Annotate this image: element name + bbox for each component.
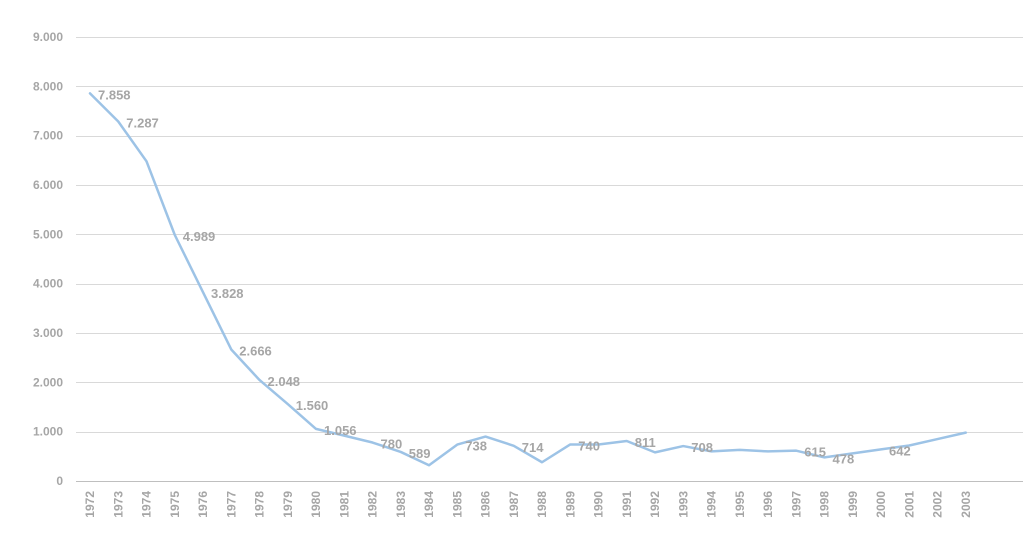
x-tick-label: 1997 [789, 491, 803, 518]
x-tick-label: 1975 [168, 491, 182, 518]
x-tick-label: 2000 [874, 491, 888, 518]
data-label: 740 [578, 438, 600, 453]
y-tick-label: 4.000 [33, 277, 63, 291]
x-tick-label: 1998 [818, 491, 832, 518]
data-label: 2.666 [239, 343, 272, 358]
x-axis-tick-labels: 1972 1973 1974 1975 1976 1977 1978 1979 1980 1981… [83, 491, 973, 518]
x-tick-label: 1995 [733, 491, 747, 518]
data-label: 3.828 [211, 286, 244, 301]
y-tick-label: 2.000 [33, 375, 63, 389]
y-tick-label: 9.000 [33, 30, 63, 44]
x-tick-label: 1983 [394, 491, 408, 518]
data-label: 714 [522, 440, 544, 455]
x-tick-label: 1973 [111, 491, 125, 518]
x-tick-label: 1977 [224, 491, 238, 518]
data-label: 7.858 [98, 87, 131, 102]
x-tick-label: 1974 [140, 491, 154, 518]
y-tick-label: 7.000 [33, 129, 63, 143]
x-tick-label: 1999 [846, 491, 860, 518]
x-tick-label: 1992 [648, 491, 662, 518]
x-tick-label: 1990 [592, 491, 606, 518]
x-tick-label: 2002 [931, 491, 945, 518]
data-label: 1.560 [296, 398, 329, 413]
x-tick-label: 1994 [705, 491, 719, 518]
y-axis-tick-labels: 0 1.000 2.000 3.000 4.000 5.000 6.000 7.000 8.00… [33, 30, 63, 488]
x-tick-label: 1989 [563, 491, 577, 518]
x-tick-label: 1985 [450, 491, 464, 518]
data-label: 478 [833, 451, 855, 466]
x-tick-label: 1986 [479, 491, 493, 518]
data-label: 4.989 [183, 229, 216, 244]
data-labels: 7.858 7.287 4.989 3.828 2.666 2.048 1.560 1.056… [98, 87, 911, 466]
data-label: 811 [635, 435, 656, 450]
x-tick-label: 1987 [507, 491, 521, 518]
data-label: 708 [691, 440, 713, 455]
data-label: 7.287 [126, 116, 159, 131]
x-tick-label: 2003 [959, 491, 973, 518]
x-tick-label: 1982 [366, 491, 380, 518]
x-tick-label: 1991 [620, 491, 634, 518]
data-label: 642 [889, 443, 911, 458]
x-tick-label: 1980 [309, 491, 323, 518]
y-tick-label: 6.000 [33, 178, 63, 192]
series-line [88, 92, 967, 467]
y-tick-label: 8.000 [33, 79, 63, 93]
x-tick-label: 1981 [337, 491, 351, 518]
data-label: 1.056 [324, 423, 357, 438]
y-tick-label: 0 [56, 474, 63, 488]
x-tick-label: 1988 [535, 491, 549, 518]
x-tick-label: 2001 [902, 491, 916, 518]
data-label: 589 [409, 446, 431, 461]
gridlines [76, 37, 1023, 482]
data-label: 615 [804, 445, 826, 460]
data-label: 780 [381, 437, 403, 452]
x-tick-label: 1993 [676, 491, 690, 518]
y-tick-label: 1.000 [33, 425, 63, 439]
series-layer [88, 92, 967, 467]
x-tick-label: 1979 [281, 491, 295, 518]
y-tick-label: 3.000 [33, 326, 63, 340]
x-tick-label: 1976 [196, 491, 210, 518]
data-label: 738 [465, 439, 487, 454]
x-tick-label: 1996 [761, 491, 775, 518]
x-tick-label: 1972 [83, 491, 97, 518]
x-tick-label: 1978 [253, 491, 267, 518]
y-tick-label: 5.000 [33, 227, 63, 241]
data-label: 2.048 [268, 374, 301, 389]
x-tick-label: 1984 [422, 491, 436, 518]
